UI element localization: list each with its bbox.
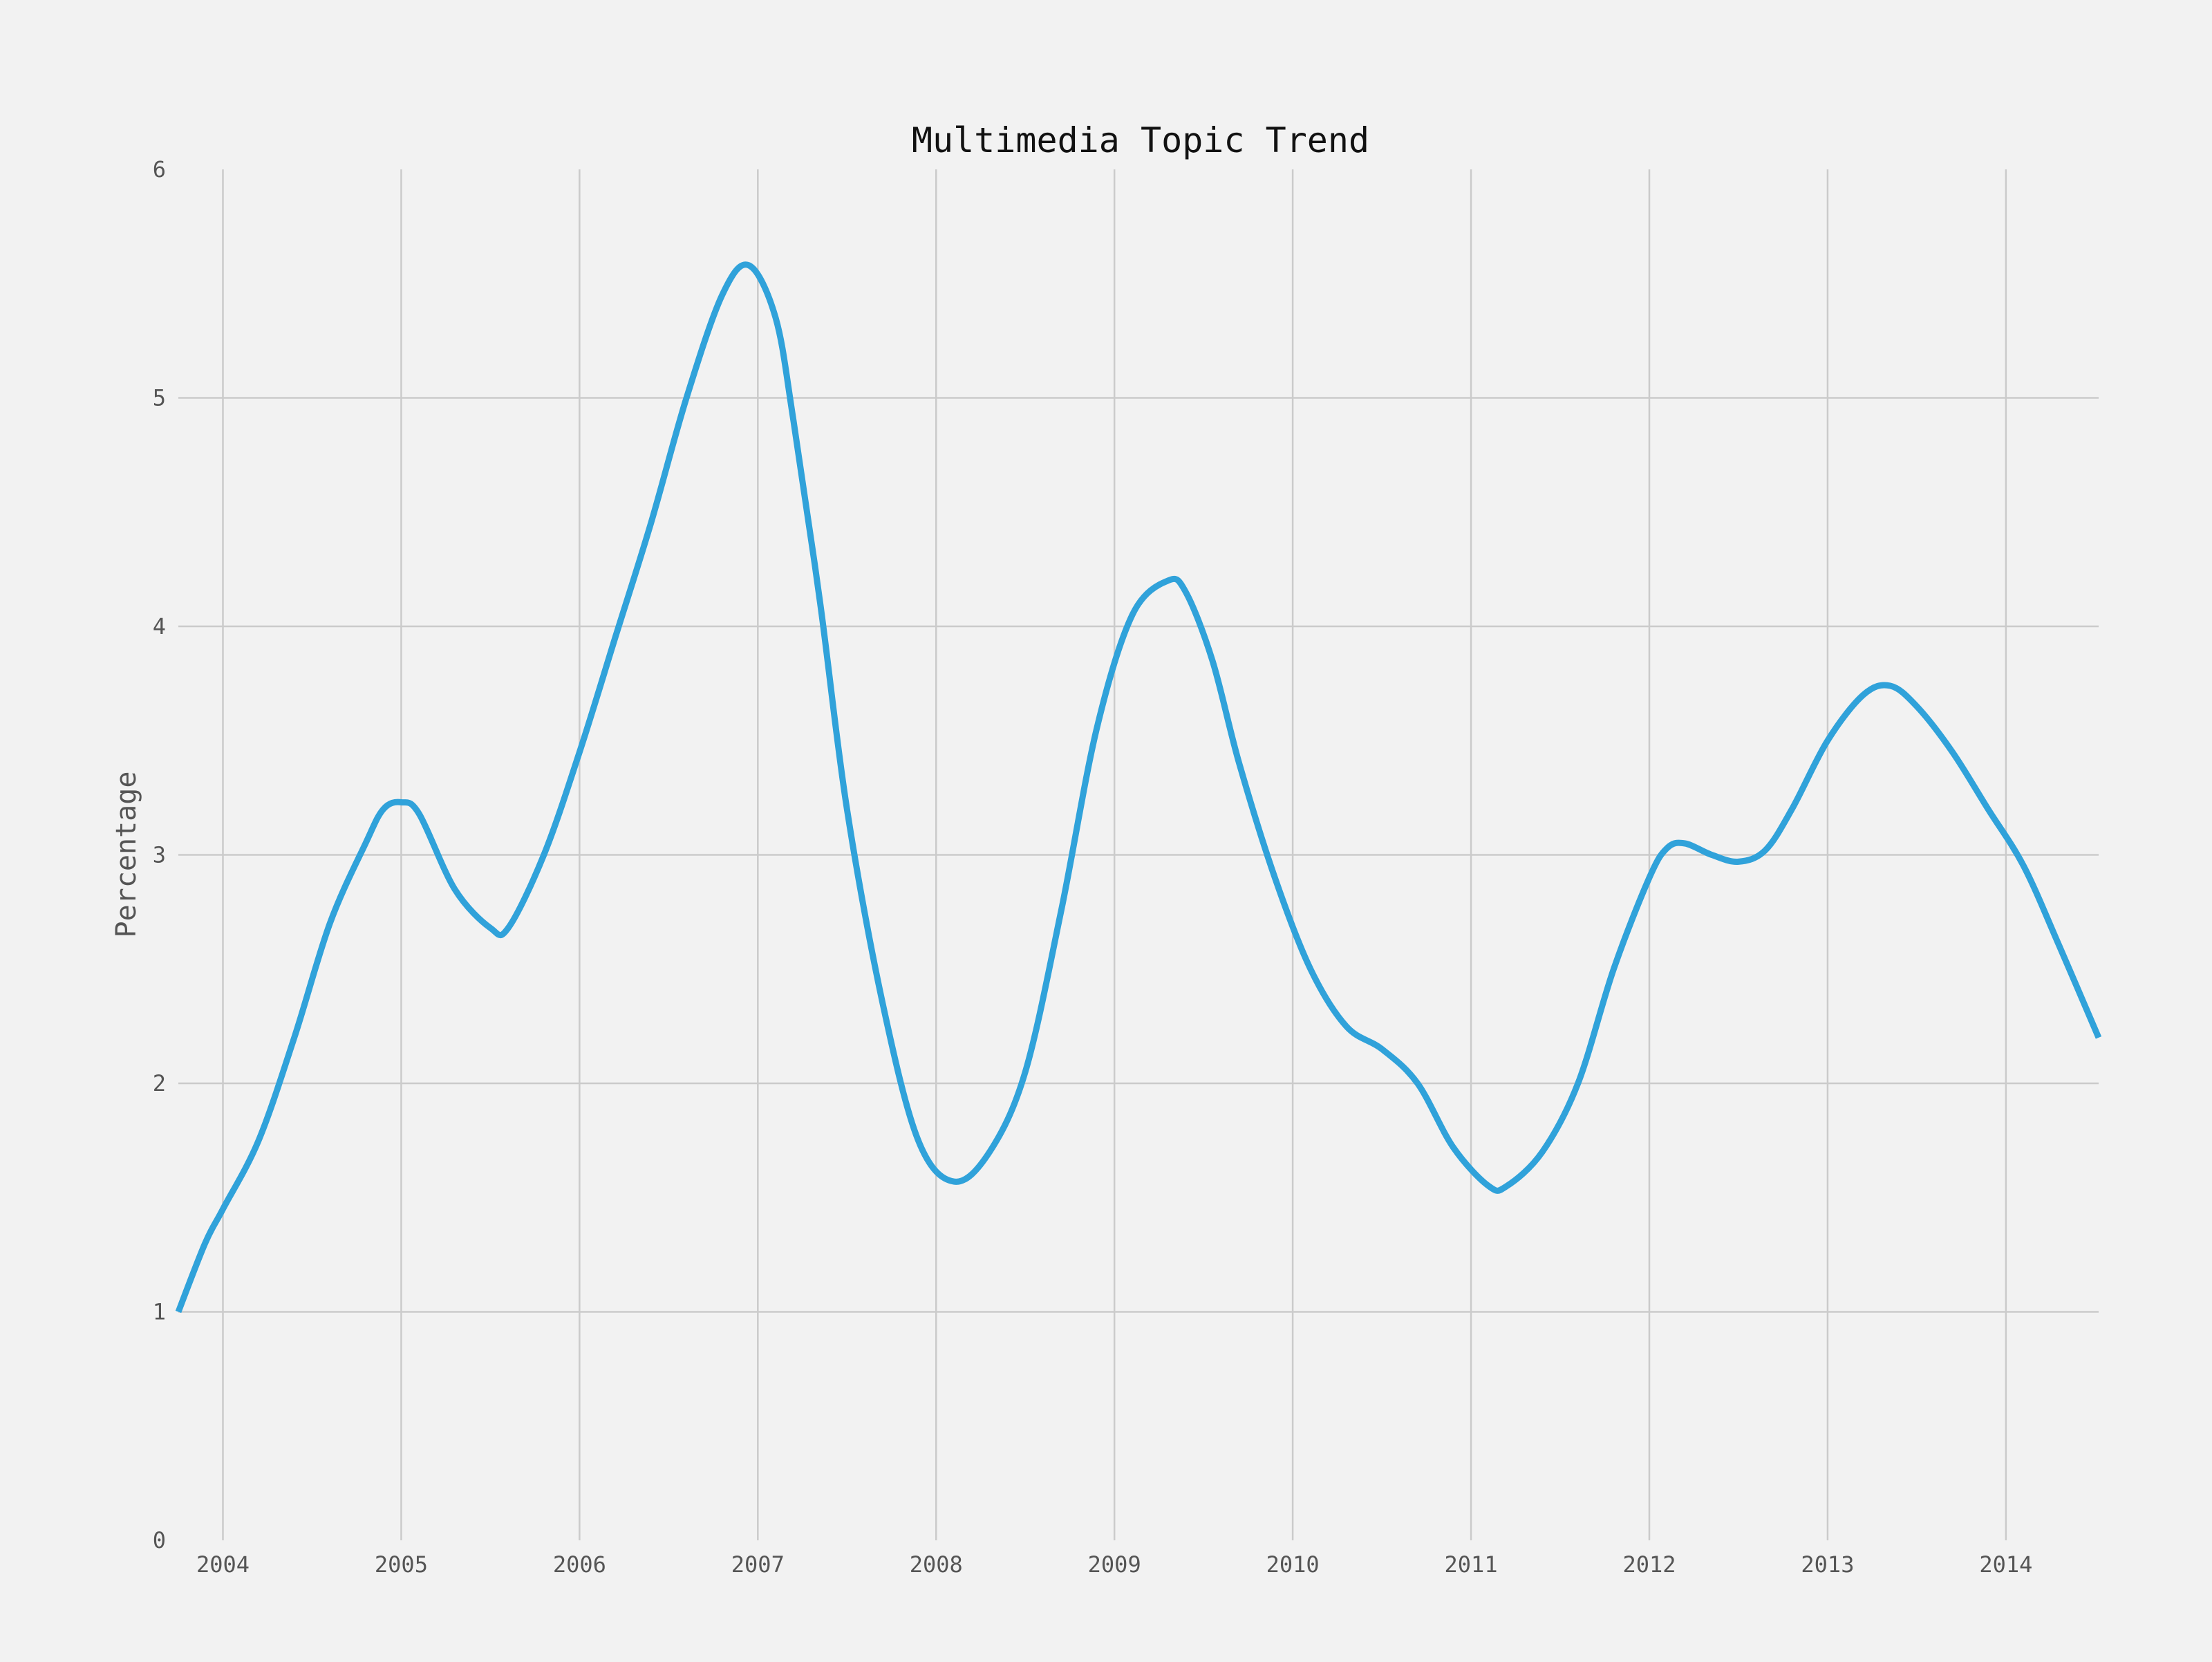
x-tick-label: 2010 [1266, 1551, 1320, 1578]
y-tick-label: 3 [153, 842, 166, 868]
series-line [175, 261, 2102, 1314]
x-tick-label: 2012 [1622, 1551, 1676, 1578]
x-tick-label: 2007 [731, 1551, 785, 1578]
x-axis-ticks: 2004 2005 2006 2007 2008 2009 2010 2011 2012 2013… [196, 1551, 2032, 1578]
grid [178, 169, 2099, 1540]
x-tick-label: 2006 [553, 1551, 606, 1578]
series-layer [175, 261, 2102, 1314]
x-tick-label: 2005 [375, 1551, 428, 1578]
y-tick-label: 5 [153, 385, 166, 411]
x-tick-label: 2004 [196, 1551, 250, 1578]
y-tick-label: 4 [153, 613, 166, 639]
chart-title: Multimedia Topic Trend [912, 120, 1369, 160]
x-tick-label: 2011 [1445, 1551, 1498, 1578]
y-tick-label: 6 [153, 156, 166, 183]
x-tick-label: 2014 [1979, 1551, 2032, 1578]
y-tick-label: 1 [153, 1299, 166, 1325]
x-tick-label: 2009 [1088, 1551, 1141, 1578]
y-tick-label: 0 [153, 1527, 166, 1553]
x-tick-label: 2013 [1801, 1551, 1854, 1578]
y-tick-label: 2 [153, 1070, 166, 1096]
y-axis-label: Percentage [111, 772, 142, 938]
y-axis-ticks: 0 1 2 3 4 5 6 [153, 156, 166, 1553]
x-tick-label: 2008 [910, 1551, 963, 1578]
